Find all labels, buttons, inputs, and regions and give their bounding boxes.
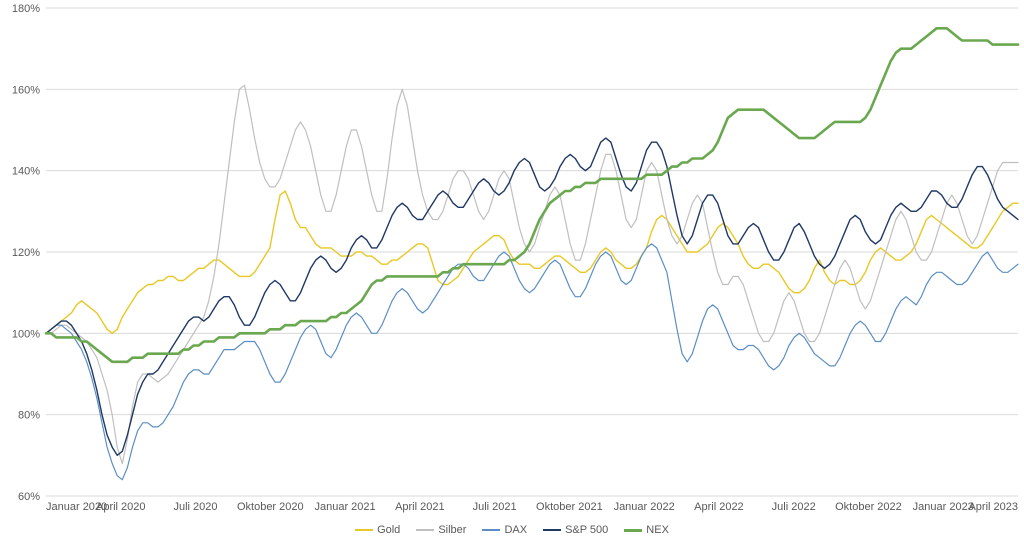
legend-item: S&P 500 [543, 524, 608, 536]
x-tick-label: Oktober 2021 [536, 501, 603, 513]
y-tick-label: 80% [18, 410, 40, 422]
legend: Gold Silber DAX S&P 500 NEX [0, 524, 1024, 536]
x-tick-label: Oktober 2020 [237, 501, 304, 513]
x-tick-label: Juli 2022 [772, 501, 816, 513]
y-tick-label: 60% [18, 491, 40, 503]
series-nex [46, 28, 1018, 362]
line-chart: 60%80%100%120%140%160%180%Januar 2020Apr… [0, 0, 1024, 538]
x-tick-label: April 2022 [694, 501, 744, 513]
legend-item: NEX [624, 524, 669, 536]
legend-item: DAX [482, 524, 527, 536]
y-tick-label: 100% [12, 328, 40, 340]
y-tick-label: 140% [12, 166, 40, 178]
legend-item: Silber [416, 524, 466, 536]
legend-label: Gold [377, 524, 400, 536]
x-tick-label: April 2021 [395, 501, 445, 513]
legend-label: DAX [504, 524, 527, 536]
y-tick-label: 120% [12, 247, 40, 259]
series-gold [46, 191, 1018, 333]
chart-svg: 60%80%100%120%140%160%180%Januar 2020Apr… [0, 0, 1024, 538]
legend-label: Silber [438, 524, 466, 536]
legend-swatch [543, 529, 561, 531]
x-tick-label: Juli 2020 [174, 501, 218, 513]
x-tick-label: Januar 2021 [314, 501, 375, 513]
legend-label: S&P 500 [565, 524, 608, 536]
x-tick-label: Januar 2023 [913, 501, 974, 513]
legend-swatch [416, 529, 434, 531]
legend-swatch [624, 529, 642, 532]
x-tick-label: Januar 2022 [614, 501, 675, 513]
y-tick-label: 160% [12, 84, 40, 96]
x-tick-label: Juli 2021 [473, 501, 517, 513]
x-tick-label: April 2020 [96, 501, 146, 513]
legend-swatch [482, 529, 500, 531]
x-tick-label: Oktober 2022 [835, 501, 902, 513]
legend-label: NEX [646, 524, 669, 536]
y-tick-label: 180% [12, 3, 40, 15]
legend-swatch [355, 529, 373, 531]
legend-item: Gold [355, 524, 400, 536]
x-tick-label: April 2023 [968, 501, 1018, 513]
series-dax [46, 244, 1018, 480]
